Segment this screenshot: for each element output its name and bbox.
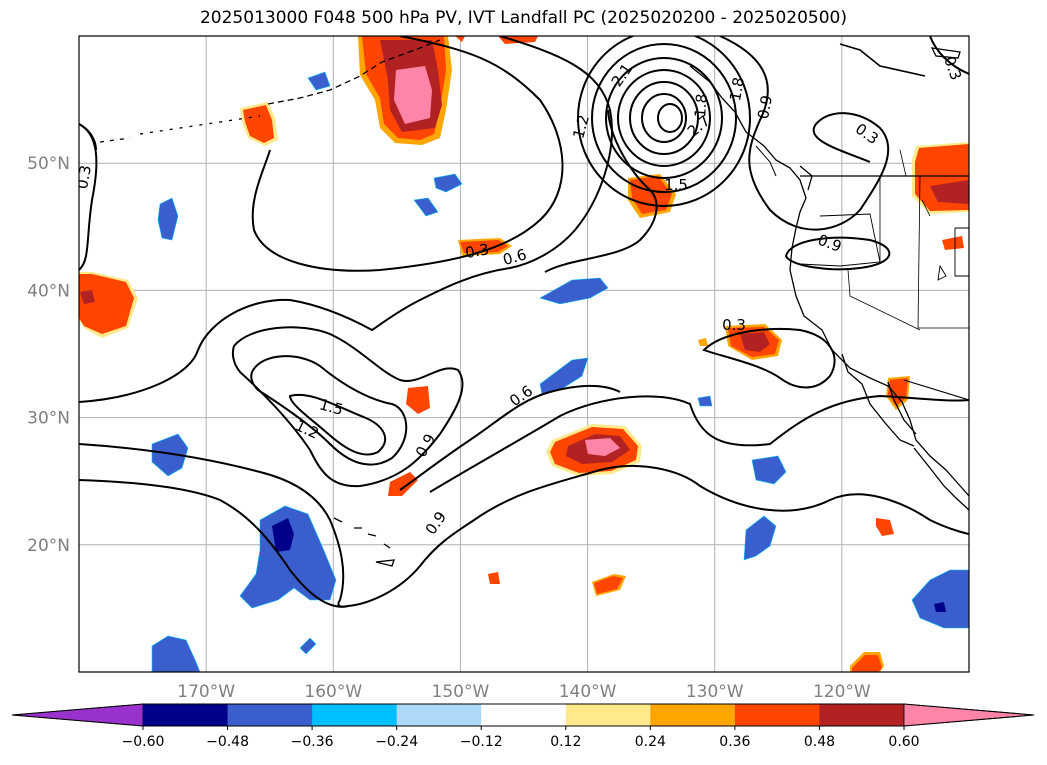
colorbar-tick-label: 0.12 — [550, 734, 581, 750]
latitude-label: 40°N — [27, 281, 70, 301]
colorbar-tick-label: −0.60 — [122, 734, 165, 750]
contour-label: 0.3 — [73, 164, 95, 191]
latitude-label: 50°N — [27, 154, 70, 174]
latitude-label: 20°N — [27, 536, 70, 556]
colorbar-segment — [819, 704, 905, 726]
colorbar-segment — [143, 704, 229, 726]
latitude-label: 30°N — [27, 409, 70, 429]
map-background — [79, 36, 969, 672]
colorbar-tick-label: 0.36 — [719, 734, 750, 750]
longitude-label: 170°W — [177, 682, 235, 702]
colorbar-extend-low — [11, 703, 144, 727]
contour-label: 1.5 — [317, 395, 345, 419]
contour-label: 0.3 — [464, 240, 491, 262]
colorbar: −0.60 −0.48 −0.36 −0.24 −0.12 0.12 0.24 0.36 0.4… — [11, 703, 1035, 750]
latitude-labels: 20°N 30°N 40°N 50°N — [27, 154, 70, 556]
colorbar-tick-label: 0.48 — [804, 734, 835, 750]
colorbar-tick-label: −0.12 — [460, 734, 503, 750]
page-title: 2025013000 F048 500 hPa PV, IVT Landfall… — [199, 8, 847, 28]
colorbar-segment — [396, 704, 482, 726]
colorbar-segment — [734, 704, 820, 726]
colorbar-tick-label: −0.36 — [291, 734, 334, 750]
longitude-label: 150°W — [432, 682, 490, 702]
contour-labels: 0.30.60.91.21.51.82.10.30.60.91.21.50.30… — [73, 54, 965, 538]
contour-label: 0.9 — [754, 94, 776, 121]
pv-shading — [79, 36, 969, 672]
colorbar-extend-high — [903, 703, 1035, 727]
colorbar-tick-label: 0.60 — [888, 734, 919, 750]
longitude-label: 160°W — [304, 682, 362, 702]
map-frame — [78, 35, 970, 673]
longitude-label: 140°W — [559, 682, 617, 702]
contour-label: 0.3 — [722, 316, 746, 334]
colorbar-segment — [650, 704, 736, 726]
colorbar-tick-label: −0.24 — [375, 734, 418, 750]
colorbar-tick-label: −0.48 — [206, 734, 249, 750]
colorbar-tick-label: 0.24 — [635, 734, 666, 750]
contour-label: 1.8 — [726, 76, 748, 103]
coastlines — [99, 39, 969, 567]
longitude-label: 120°W — [813, 682, 871, 702]
colorbar-segment — [565, 704, 651, 726]
gridlines — [79, 36, 969, 672]
colorbar-segment — [481, 704, 567, 726]
colorbar-segment — [227, 704, 313, 726]
longitude-label: 130°W — [686, 682, 744, 702]
contour-label: 1.5 — [664, 176, 688, 194]
longitude-labels: 170°W 160°W 150°W 140°W 130°W 120°W — [177, 682, 871, 702]
ivt-contours — [79, 36, 969, 608]
colorbar-segment — [312, 704, 398, 726]
contour-label: 1.8 — [691, 93, 711, 118]
contour-label: 1.2 — [569, 113, 593, 141]
contour-label: 0.6 — [501, 245, 529, 269]
